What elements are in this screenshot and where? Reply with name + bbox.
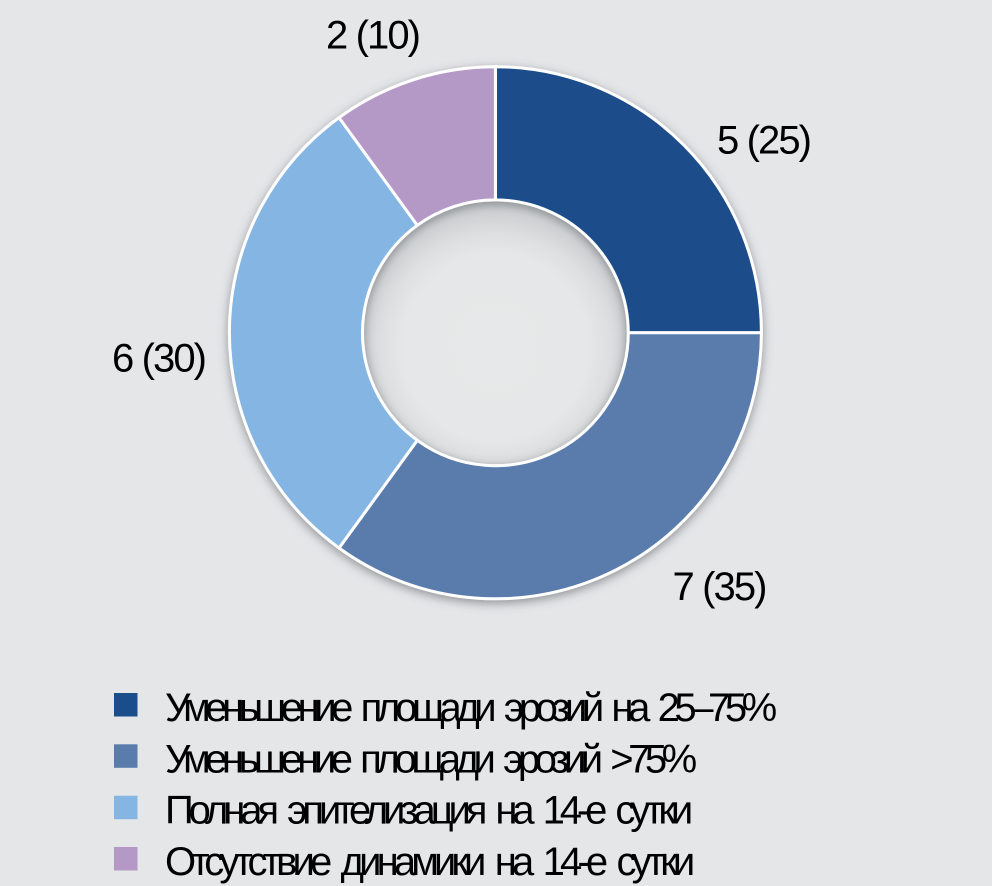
svg-text:2 (10): 2 (10) [326,14,421,58]
svg-text:Полная эпителизация на 14-е су: Полная эпителизация на 14-е сутки [165,789,694,833]
svg-text:5 (25): 5 (25) [717,119,812,163]
svg-text:Уменьшение площади эрозий >75%: Уменьшение площади эрозий >75% [165,737,698,781]
svg-text:7 (35): 7 (35) [673,565,768,609]
svg-text:6 (30): 6 (30) [112,337,207,381]
svg-text:Уменьшение площади эрозий на 2: Уменьшение площади эрозий на 25–75% [165,686,778,730]
svg-text:Отсутствие динамики на 14-е су: Отсутствие динамики на 14-е сутки [165,840,696,884]
